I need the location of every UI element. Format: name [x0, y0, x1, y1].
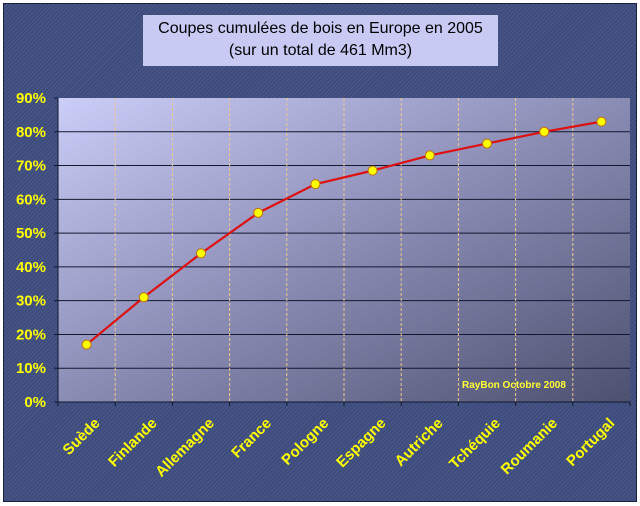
x-tick-label: Portugal — [563, 415, 618, 470]
y-tick-label: 0% — [24, 394, 46, 411]
data-point — [253, 207, 264, 218]
chart-subtitle: (sur un total de 461 Mm3) — [228, 42, 413, 59]
x-tick-label: France — [228, 415, 275, 462]
data-point — [539, 126, 550, 137]
x-tick-label: Finlande — [105, 415, 161, 471]
x-tick-label: Suède — [60, 415, 104, 459]
data-point — [424, 150, 435, 161]
data-point — [138, 292, 149, 303]
series-line — [85, 120, 602, 346]
x-tick-label: Autriche — [392, 415, 447, 470]
chart-title-box: Coupes cumulées de bois en Europe en 200… — [143, 15, 498, 66]
y-tick-label: 10% — [16, 360, 46, 377]
data-point — [367, 165, 378, 176]
annotation: RayBon Octobre 2008 — [462, 380, 566, 391]
chart-title: Coupes cumulées de bois en Europe en 200… — [158, 20, 483, 37]
data-point — [196, 248, 206, 259]
y-tick-label: 50% — [16, 225, 46, 242]
x-tick-label: Tchéquie — [446, 415, 504, 473]
x-tick-label: Espagne — [333, 415, 389, 471]
y-tick-label: 20% — [16, 326, 46, 343]
y-tick-label: 40% — [16, 259, 46, 276]
data-point — [81, 339, 92, 350]
y-tick-label: 60% — [16, 191, 46, 208]
data-point — [310, 179, 321, 190]
x-tick-label: Pologne — [278, 415, 332, 469]
data-point — [482, 138, 492, 149]
y-tick-label: 30% — [16, 293, 46, 310]
x-tick-label: Roumanie — [498, 415, 561, 478]
y-tick-label: 70% — [16, 158, 46, 175]
y-tick-label: 90% — [16, 90, 46, 107]
x-tick-label: Allemagne — [152, 415, 218, 481]
y-tick-label: 80% — [16, 124, 46, 141]
data-point — [596, 116, 607, 127]
